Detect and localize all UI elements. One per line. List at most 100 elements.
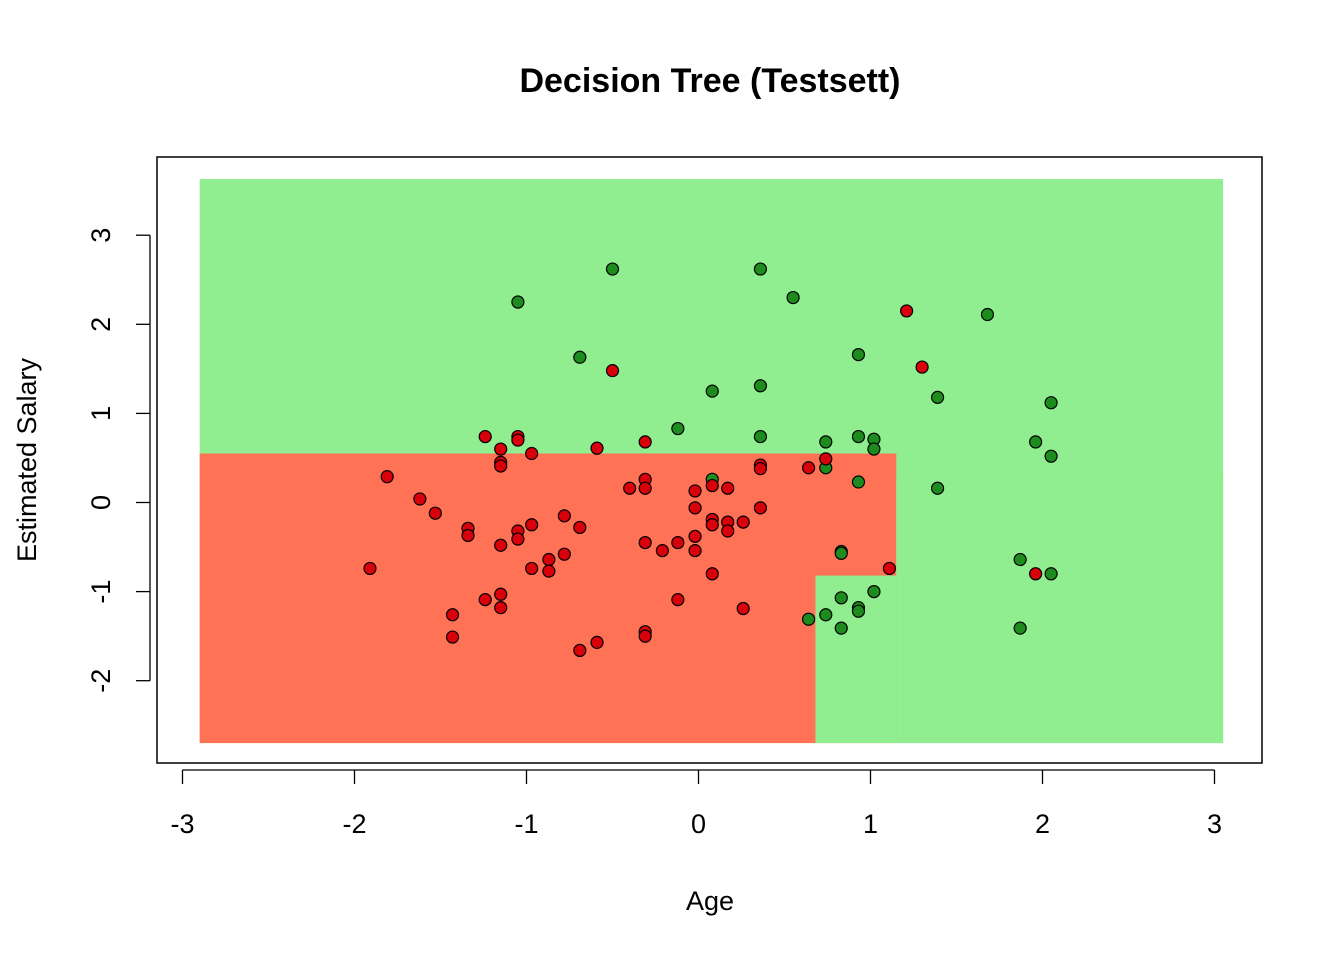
data-point: [573, 520, 587, 535]
y-tick-label: 0: [86, 495, 116, 510]
y-axis-label: Estimated Salary: [12, 357, 42, 562]
data-point: [494, 442, 508, 456]
data-point: [721, 524, 735, 538]
data-point: [638, 481, 652, 495]
region-class-1: [896, 475, 1224, 744]
x-axis: -3 -2 -1 0 1 2 3: [170, 769, 1222, 839]
data-point: [705, 567, 719, 581]
region-class-0: [199, 453, 897, 744]
data-point: [851, 429, 866, 444]
data-point: [900, 304, 914, 318]
data-point: [1044, 396, 1058, 410]
y-axis: -2 -1 0 1 2 3: [86, 228, 151, 693]
data-point: [819, 435, 833, 449]
x-tick-label: 0: [691, 809, 706, 839]
chart-title: Decision Tree (Testsett): [519, 62, 900, 100]
data-point: [671, 421, 685, 436]
data-point: [915, 360, 929, 374]
data-point: [605, 262, 620, 276]
data-point: [655, 544, 669, 558]
x-tick-label: 1: [863, 809, 878, 839]
data-point: [688, 529, 702, 543]
data-point: [590, 635, 604, 649]
data-point: [671, 593, 685, 607]
data-point: [930, 390, 945, 404]
data-point: [671, 535, 685, 550]
data-point: [930, 481, 945, 495]
data-point: [705, 384, 719, 398]
data-point: [882, 561, 897, 576]
data-point: [801, 612, 816, 626]
data-point: [851, 475, 866, 489]
data-point: [688, 501, 702, 515]
data-point: [478, 429, 492, 444]
data-point: [511, 295, 525, 309]
data-point: [380, 470, 394, 484]
data-point: [445, 630, 460, 644]
data-point: [445, 608, 460, 622]
y-tick-label: -2: [86, 669, 116, 693]
x-tick-label: -1: [514, 809, 538, 839]
data-point: [705, 518, 719, 532]
region-class-1: [815, 575, 897, 744]
data-point: [573, 350, 587, 364]
data-point: [721, 481, 735, 495]
data-point: [819, 608, 833, 622]
data-point: [851, 604, 866, 618]
data-points: [363, 262, 1058, 658]
data-point: [1029, 567, 1043, 581]
data-point: [525, 561, 539, 576]
data-point: [736, 515, 750, 529]
data-point: [542, 552, 556, 567]
data-point: [638, 535, 652, 550]
data-point: [638, 435, 652, 449]
data-point: [753, 429, 768, 444]
data-point: [1029, 435, 1043, 449]
data-point: [753, 501, 768, 515]
data-point: [688, 544, 702, 558]
decision-regions: [199, 179, 1224, 744]
data-point: [834, 591, 848, 605]
data-point: [753, 379, 768, 393]
data-point: [638, 629, 652, 643]
data-point: [363, 561, 377, 576]
data-point: [413, 492, 427, 506]
data-point: [1044, 449, 1058, 463]
data-point: [428, 506, 442, 520]
data-point: [801, 461, 816, 475]
data-point: [786, 290, 800, 305]
data-point: [851, 347, 866, 362]
data-point: [542, 564, 556, 578]
data-point: [819, 452, 833, 466]
data-point: [753, 462, 768, 476]
data-point: [736, 601, 750, 616]
x-tick-label: -3: [170, 809, 194, 839]
data-point: [867, 442, 881, 456]
data-point: [590, 441, 604, 455]
y-tick-label: 2: [86, 317, 116, 332]
data-point: [980, 307, 995, 322]
data-point: [494, 459, 508, 473]
data-point: [573, 643, 587, 658]
data-point: [461, 528, 475, 543]
data-point: [494, 538, 508, 552]
y-tick-label: 1: [86, 406, 116, 421]
data-point: [494, 587, 508, 601]
data-point: [753, 262, 768, 276]
data-point: [1013, 621, 1027, 635]
data-point: [525, 518, 539, 532]
data-point: [834, 546, 848, 560]
data-point: [688, 484, 702, 498]
data-point: [557, 547, 571, 561]
data-point: [478, 593, 492, 607]
plot-frame: [156, 156, 1263, 764]
y-tick-label: 3: [86, 228, 116, 243]
x-tick-label: 2: [1035, 809, 1050, 839]
data-point: [705, 478, 719, 493]
y-tick-label: -1: [86, 580, 116, 604]
data-point: [834, 621, 848, 635]
x-tick-label: -2: [342, 809, 366, 839]
data-point: [557, 509, 571, 523]
data-point: [511, 433, 525, 447]
